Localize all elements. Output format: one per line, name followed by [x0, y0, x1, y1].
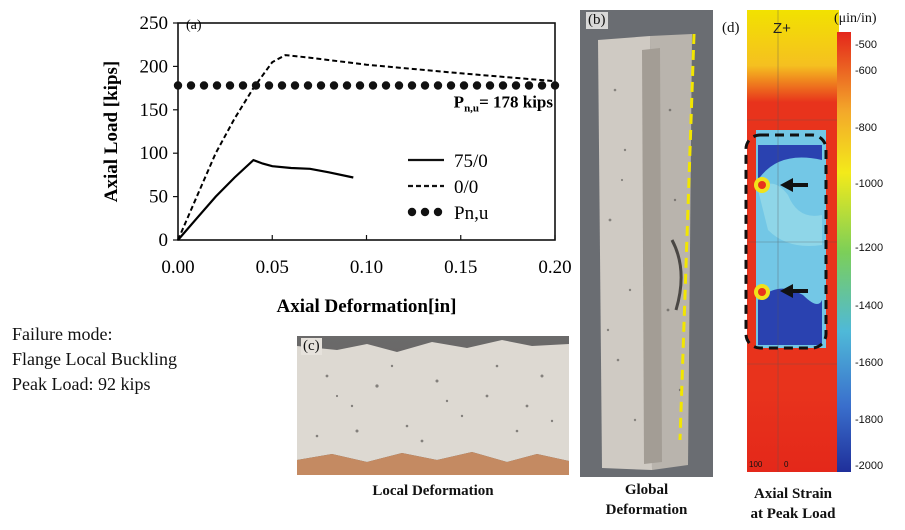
y-tick-label: 0 — [159, 230, 169, 251]
pnu-dot — [407, 81, 417, 90]
pnu-dot — [498, 81, 508, 90]
colorbar-tick-label: -2000 — [855, 460, 884, 472]
y-axis-label: Axial Load [kips] — [101, 61, 122, 202]
series-line-75-0 — [177, 158, 354, 241]
pnu-dot — [472, 81, 482, 90]
pnu-dot — [342, 81, 352, 90]
x-tick-label: 0.05 — [256, 257, 289, 278]
pnu-dot — [550, 81, 560, 90]
panel-b-label: (b) — [586, 12, 608, 29]
strain-map-panel: (d) Z+ (μin/in) -500 -600 -800 -1000 -1200 -1… — [718, 10, 905, 474]
pnu-dot — [186, 81, 196, 90]
failure-mode-value: Flange Local Buckling — [12, 349, 177, 369]
pnu-dot — [251, 81, 261, 90]
strain-arrow-upper — [780, 178, 808, 192]
legend-label: 0/0 — [454, 177, 478, 198]
colorbar — [837, 32, 851, 472]
colorbar-tick-label: -500 — [855, 39, 878, 51]
series-line-0-0 — [177, 54, 556, 241]
y-tick-label: 150 — [140, 100, 169, 121]
pnu-dot — [225, 81, 235, 90]
peak-load-text: Peak Load: 92 kips — [12, 374, 151, 394]
strain-arrow-lower — [780, 284, 808, 298]
x-tick-label: 0.10 — [350, 257, 383, 278]
legend-label: Pn,u — [454, 203, 489, 224]
x-tick-label: 0.15 — [444, 257, 477, 278]
pnu-dot — [433, 81, 443, 90]
axial-strain-caption: Axial Strain at Peak Load — [718, 484, 868, 524]
failure-mode-label: Failure mode: — [12, 324, 113, 344]
colorbar-tick-label: -1800 — [855, 414, 884, 426]
pnu-annotation: Pn,u= 178 kips — [454, 92, 554, 114]
pnu-dot — [316, 81, 326, 90]
deformation-guide-line — [678, 33, 696, 441]
strain-bottom-mark-left: 100 — [749, 460, 763, 469]
strain-map-svg — [744, 10, 851, 472]
global-caption-line2: Deformation — [605, 502, 688, 518]
x-tick-label: 0.20 — [538, 257, 571, 278]
panel-d-label: (d) — [722, 20, 740, 37]
pnu-dot — [368, 81, 378, 90]
colorbar-tick-label: -1200 — [855, 242, 884, 254]
colorbar-unit: (μin/in) — [834, 11, 877, 26]
legend-swatch-dot — [420, 207, 430, 217]
pnu-dot — [355, 81, 365, 90]
x-axis-label: Axial Deformation[in] — [277, 296, 457, 317]
legend-swatch-dot — [407, 207, 417, 217]
pnu-dot — [485, 81, 495, 90]
panel-c-label: (c) — [301, 338, 322, 355]
y-tick-label: 50 — [149, 187, 168, 208]
global-deformation-caption: Global Deformation — [580, 480, 713, 520]
strain-caption-line1: Axial Strain — [754, 486, 832, 502]
chart-panel-label: (a) — [186, 18, 202, 33]
pnu-dot — [459, 81, 469, 90]
pnu-dot — [199, 81, 209, 90]
pnu-dot — [290, 81, 300, 90]
strain-axis-label: Z+ — [773, 20, 791, 37]
x-tick-label: 0.00 — [161, 257, 194, 278]
load-deformation-chart: 0.00 0.05 0.10 0.15 0.20 0 50 100 150 200 250 Axial… — [0, 0, 580, 330]
pnu-dot — [446, 81, 456, 90]
colorbar-tick-label: -1000 — [855, 178, 884, 190]
pnu-dot — [420, 81, 430, 90]
local-deformation-photo: (c) — [297, 336, 569, 475]
pnu-dot — [264, 81, 274, 90]
strain-highlight-box — [744, 133, 828, 350]
y-tick-label: 250 — [140, 13, 169, 34]
colorbar-tick-label: -800 — [855, 122, 878, 134]
global-caption-line1: Global — [624, 482, 669, 498]
pnu-dot — [524, 81, 534, 90]
local-deformation-image — [297, 340, 569, 475]
colorbar-tick-label: -600 — [855, 65, 878, 77]
pnu-dot — [381, 81, 391, 90]
strain-bottom-mark-right: 0 — [784, 460, 789, 469]
colorbar-tick-label: -1400 — [855, 300, 884, 312]
pnu-dot — [238, 81, 248, 90]
pnu-dot — [173, 81, 183, 90]
legend-swatch-dot — [433, 207, 443, 217]
chart-svg: 0.00 0.05 0.10 0.15 0.20 0 50 100 150 200 250 Axial… — [101, 13, 572, 317]
y-tick-label: 200 — [140, 56, 169, 77]
plot-frame — [177, 22, 556, 241]
local-deformation-caption: Local Deformation — [372, 483, 494, 499]
strain-caption-line2: at Peak Load — [750, 506, 836, 522]
pnu-dot — [277, 81, 287, 90]
pnu-dot — [394, 81, 404, 90]
global-deformation-image — [580, 10, 713, 477]
y-tick-label: 100 — [140, 143, 169, 164]
pnu-dot — [303, 81, 313, 90]
pnu-dot — [212, 81, 222, 90]
pnu-dot — [537, 81, 547, 90]
pnu-dot — [329, 81, 339, 90]
legend-label: 75/0 — [454, 151, 488, 172]
colorbar-tick-label: -1600 — [855, 357, 884, 369]
pnu-dot — [511, 81, 521, 90]
failure-summary: Failure mode: Flange Local Buckling Peak… — [12, 322, 272, 397]
global-deformation-photo: (b) — [580, 10, 713, 477]
